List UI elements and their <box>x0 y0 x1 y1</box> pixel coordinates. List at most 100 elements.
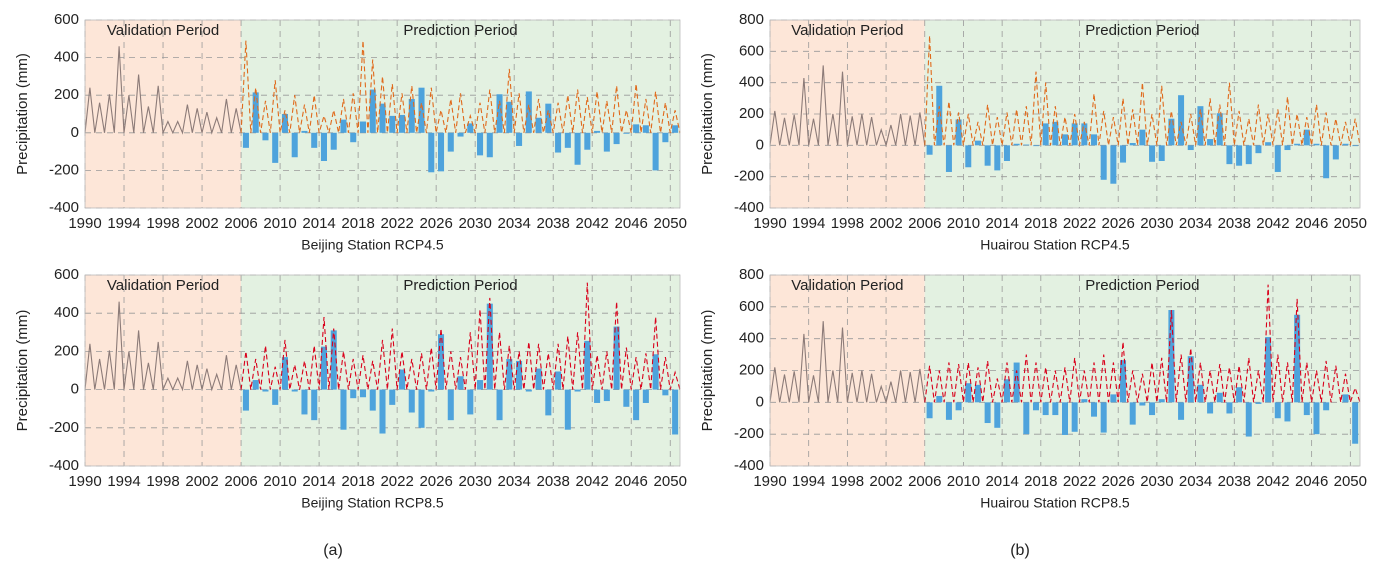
period-label: Prediction Period <box>1085 277 1199 294</box>
bar <box>1110 394 1117 403</box>
bar <box>1013 362 1020 403</box>
x-tick-label: 2014 <box>985 215 1018 232</box>
bar <box>1197 106 1204 146</box>
bar <box>1255 402 1262 404</box>
bar <box>1216 392 1223 403</box>
bar <box>1294 314 1301 403</box>
bar <box>984 402 991 424</box>
x-tick-label: 1990 <box>68 215 101 232</box>
bar <box>535 368 542 390</box>
x-tick-label: 2042 <box>576 473 609 490</box>
x-tick-label: 2018 <box>341 215 374 232</box>
y-tick-label: 800 <box>739 266 764 283</box>
bar <box>1091 402 1098 417</box>
bar <box>457 132 464 137</box>
bar <box>398 114 406 133</box>
x-tick-label: 2002 <box>185 215 218 232</box>
panel: -400 -200 0 200 400 600 800 1990 1994 1998 2002 200… <box>699 11 1367 253</box>
bar <box>418 389 425 428</box>
bar <box>477 132 484 156</box>
y-axis-label: Precipitation (mm) <box>699 53 716 175</box>
bar <box>672 389 679 435</box>
bar <box>545 389 552 416</box>
bar <box>545 103 552 133</box>
bar <box>1303 402 1310 416</box>
bar <box>1265 337 1272 403</box>
bar <box>1245 145 1252 165</box>
bar <box>642 125 649 133</box>
x-tick-label: 2022 <box>380 473 413 490</box>
bar <box>1313 402 1320 435</box>
bar <box>291 132 298 158</box>
x-tick-label: 2018 <box>341 473 374 490</box>
x-tick-label: 2006 <box>224 215 257 232</box>
x-tick-label: 2030 <box>458 215 491 232</box>
bar <box>1168 310 1175 403</box>
bar <box>1284 402 1291 422</box>
x-tick-label: 2006 <box>908 473 941 490</box>
panel: -400 -200 0 200 400 600 1990 1994 1998 2002 2006 20… <box>14 266 687 511</box>
bar <box>984 145 991 166</box>
x-tick-label: 2042 <box>1256 473 1289 490</box>
y-tick-label: 0 <box>756 393 764 410</box>
bar <box>1139 129 1146 146</box>
bar <box>652 354 659 390</box>
x-tick-label: 2026 <box>419 215 452 232</box>
x-axis-label: Beijing Station RCP4.5 <box>301 237 444 253</box>
bar <box>1158 145 1165 161</box>
plot-frame <box>769 274 1361 467</box>
x-tick-label: 2030 <box>458 473 491 490</box>
bar <box>438 334 445 390</box>
bar <box>301 130 308 133</box>
period-band <box>241 275 681 466</box>
x-tick-label: 2046 <box>615 215 648 232</box>
bar <box>1207 139 1214 146</box>
bar <box>350 132 357 143</box>
x-tick-label: 2034 <box>1179 215 1212 232</box>
period-label: Validation Period <box>791 22 903 39</box>
bar <box>555 132 562 153</box>
bar <box>311 389 318 421</box>
bar <box>662 132 669 143</box>
x-tick-label: 1994 <box>107 215 140 232</box>
bar <box>555 371 562 390</box>
x-tick-label: 2002 <box>869 473 902 490</box>
bar <box>613 326 620 390</box>
x-tick-label: 1990 <box>753 473 786 490</box>
x-tick-label: 2002 <box>185 473 218 490</box>
bar <box>242 132 249 148</box>
bar <box>1342 394 1349 403</box>
bar <box>1042 402 1049 416</box>
bar <box>438 132 445 172</box>
bar <box>1042 123 1049 146</box>
line <box>84 301 242 392</box>
bar <box>1323 402 1330 411</box>
y-tick-label: 400 <box>54 49 79 66</box>
bar <box>652 132 659 171</box>
y-tick-label: 400 <box>54 304 79 321</box>
bar <box>1032 402 1039 411</box>
bar <box>1294 143 1301 146</box>
x-axis-label: Beijing Station RCP8.5 <box>301 495 444 511</box>
plot-frame <box>84 19 681 209</box>
bar <box>320 132 327 161</box>
bar <box>1197 384 1204 403</box>
panel-label: (b) <box>1010 542 1030 559</box>
y-tick-label: 400 <box>739 330 764 347</box>
x-tick-label: 2014 <box>302 215 335 232</box>
bar <box>486 132 493 158</box>
bar <box>369 389 376 411</box>
x-tick-label: 1998 <box>146 473 179 490</box>
panel: -400 -200 0 200 400 600 800 1990 1994 1998 2002 200… <box>699 266 1367 511</box>
period-band <box>85 275 242 466</box>
bar <box>1236 145 1243 166</box>
x-tick-label: 2026 <box>1102 215 1135 232</box>
y-tick-label: 200 <box>54 86 79 103</box>
bar <box>467 389 474 415</box>
bar <box>1062 134 1068 146</box>
x-tick-label: 2014 <box>985 473 1018 490</box>
bar <box>1216 113 1223 146</box>
bar <box>945 402 952 420</box>
bar <box>1120 145 1127 163</box>
